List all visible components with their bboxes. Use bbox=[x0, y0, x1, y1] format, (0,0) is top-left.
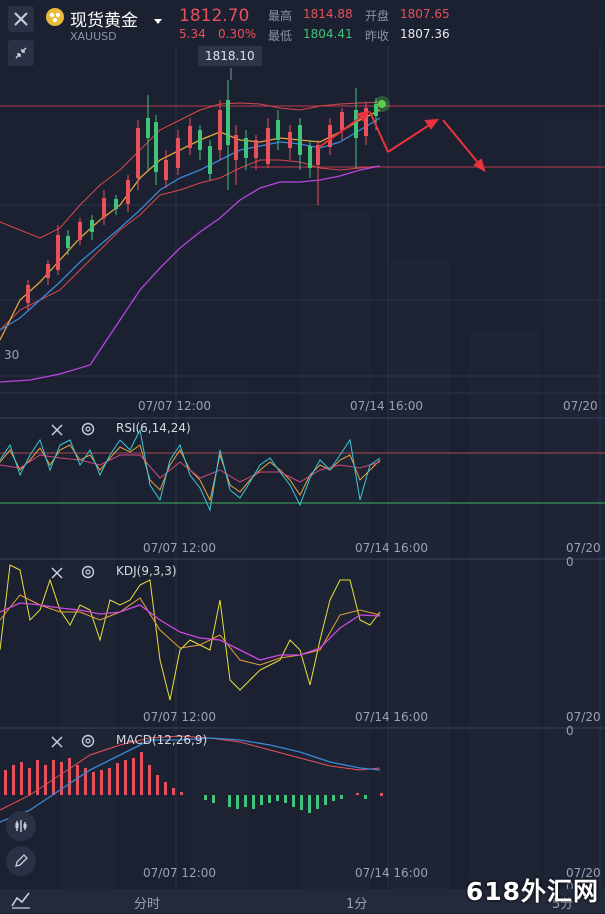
macd-time-label-3: 07/20 0 bbox=[566, 866, 601, 894]
kdj-time-label-3: 07/20 0 bbox=[566, 710, 601, 738]
close-button[interactable] bbox=[8, 6, 34, 32]
high-value: 1814.88 bbox=[303, 7, 353, 21]
timeframe-bar: 分时 1分 5分 bbox=[0, 889, 605, 913]
gold-coin-icon bbox=[46, 8, 64, 26]
candlestick-icon bbox=[15, 820, 27, 832]
price-change-pct: 0.30% bbox=[218, 27, 257, 41]
macd-close-button[interactable] bbox=[50, 734, 64, 753]
prev-close-label: 昨收 bbox=[365, 29, 390, 43]
open-label: 开盘 bbox=[365, 9, 390, 23]
chevron-down-icon[interactable] bbox=[153, 11, 163, 30]
watermark: 618外汇网 bbox=[465, 877, 599, 906]
background-buildings bbox=[60, 120, 605, 890]
rsi-close-button[interactable] bbox=[50, 422, 64, 441]
instrument-title[interactable]: 现货黄金 bbox=[70, 11, 138, 31]
chart-canvas[interactable] bbox=[0, 0, 605, 890]
kdj-close-button[interactable] bbox=[50, 565, 64, 584]
indicator-tool-button[interactable] bbox=[6, 811, 36, 841]
kdj-indicator-label: KDJ(9,3,3) bbox=[116, 564, 177, 578]
macd-settings-button[interactable] bbox=[80, 733, 96, 753]
low-value: 1804.41 bbox=[303, 27, 353, 41]
kdj-settings-button[interactable] bbox=[80, 564, 96, 584]
peak-price-tag: 1818.10 bbox=[198, 46, 262, 66]
pencil-icon bbox=[15, 854, 28, 867]
rsi-time-label-1: 07/07 12:00 bbox=[143, 541, 216, 555]
main-time-label-2: 07/14 16:00 bbox=[350, 399, 423, 413]
rsi-time-label-3: 07/20 0 bbox=[566, 541, 601, 569]
tab-5min[interactable]: 5分 bbox=[552, 897, 574, 912]
last-price: 1812.70 bbox=[179, 6, 250, 26]
gear-icon bbox=[81, 734, 95, 748]
gear-icon bbox=[81, 565, 95, 579]
prev-close-value: 1807.36 bbox=[400, 27, 450, 41]
current-price-dot bbox=[378, 100, 386, 108]
close-icon bbox=[51, 424, 63, 436]
macd-histogram bbox=[4, 752, 383, 813]
high-label: 最高 bbox=[268, 9, 293, 23]
close-icon bbox=[51, 736, 63, 748]
gear-icon bbox=[81, 422, 95, 436]
rsi-settings-button[interactable] bbox=[80, 421, 96, 441]
rsi-indicator-label: RSI(6,14,24) bbox=[116, 421, 191, 435]
kdj-time-label-1: 07/07 12:00 bbox=[143, 710, 216, 724]
line-chart-icon bbox=[11, 892, 30, 909]
close-icon bbox=[51, 567, 63, 579]
close-icon bbox=[14, 12, 28, 26]
quote-header: 现货黄金 XAUUSD 1812.70 5.34 0.30% 最高 1814.8… bbox=[0, 0, 605, 46]
main-time-label-3: 07/20 bbox=[563, 399, 598, 413]
collapse-button[interactable] bbox=[8, 40, 34, 66]
main-time-label-1: 07/07 12:00 bbox=[138, 399, 211, 413]
instrument-symbol: XAUUSD bbox=[70, 30, 117, 43]
macd-indicator-label: MACD(12,26,9) bbox=[116, 733, 208, 747]
kdj-time-label-2: 07/14 16:00 bbox=[355, 710, 428, 724]
macd-time-label-2: 07/14 16:00 bbox=[355, 866, 428, 880]
open-value: 1807.65 bbox=[400, 7, 450, 21]
rsi-time-label-2: 07/14 16:00 bbox=[355, 541, 428, 555]
shrink-icon bbox=[15, 47, 27, 59]
main-left-axis-value: 30 bbox=[4, 348, 20, 362]
candlesticks bbox=[26, 80, 378, 310]
low-label: 最低 bbox=[268, 29, 293, 43]
price-change: 5.34 bbox=[179, 27, 206, 41]
draw-tool-button[interactable] bbox=[6, 846, 36, 876]
tab-1min[interactable]: 1分 bbox=[346, 897, 368, 912]
macd-time-label-1: 07/07 12:00 bbox=[143, 866, 216, 880]
trend-annotation-arrows bbox=[317, 110, 486, 173]
tab-timeshare[interactable]: 分时 bbox=[134, 897, 161, 912]
chart-type-button[interactable] bbox=[10, 890, 32, 914]
